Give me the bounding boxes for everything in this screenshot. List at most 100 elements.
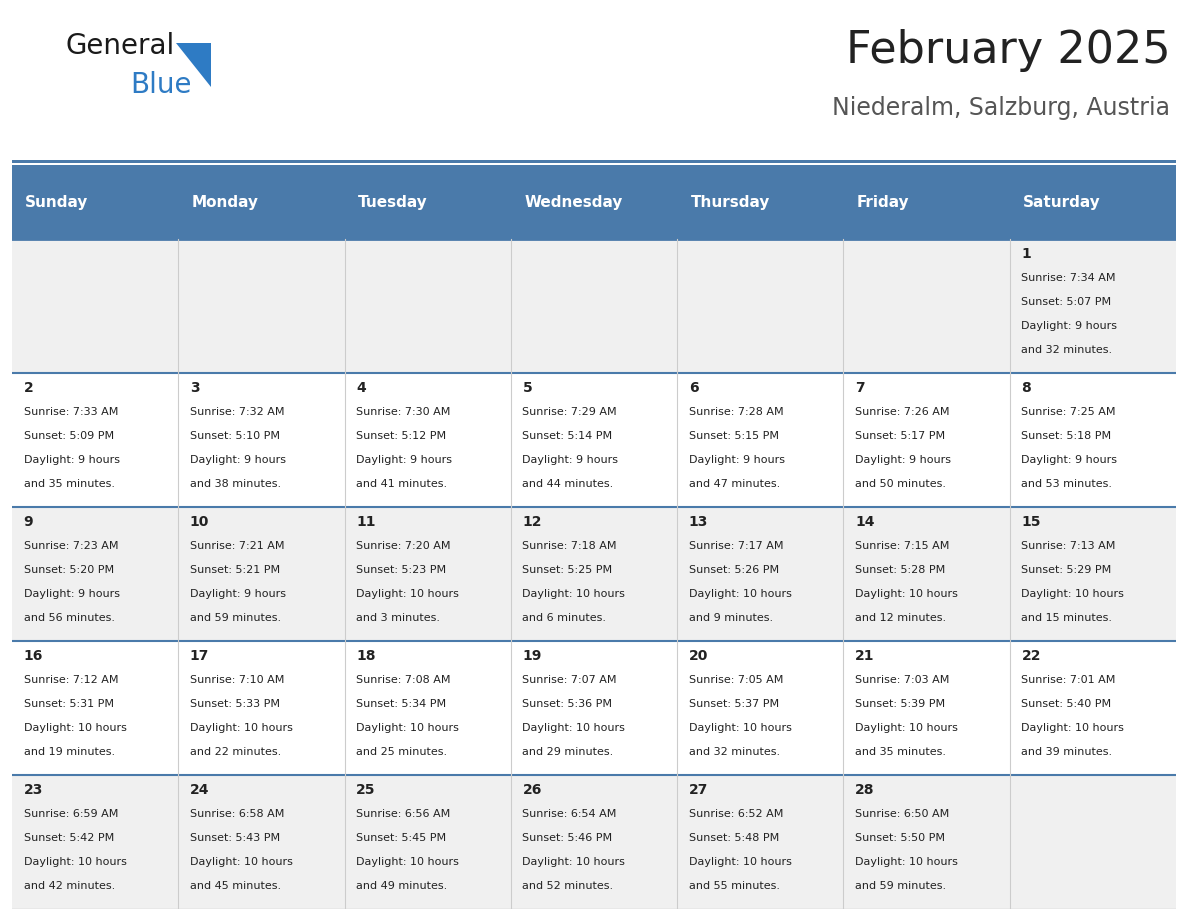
Bar (12, 165, 1176, 239)
Text: 14: 14 (855, 515, 874, 529)
Text: Sunset: 5:39 PM: Sunset: 5:39 PM (855, 700, 946, 709)
Text: and 35 minutes.: and 35 minutes. (855, 747, 946, 757)
Text: Sunset: 5:28 PM: Sunset: 5:28 PM (855, 565, 946, 576)
Text: Sunrise: 7:08 AM: Sunrise: 7:08 AM (356, 675, 450, 685)
Text: Wednesday: Wednesday (524, 195, 623, 209)
Text: Daylight: 10 hours: Daylight: 10 hours (523, 723, 625, 733)
Text: Sunset: 5:34 PM: Sunset: 5:34 PM (356, 700, 447, 709)
Text: 8: 8 (1022, 381, 1031, 395)
Bar (12, 507, 1176, 641)
Text: Daylight: 9 hours: Daylight: 9 hours (24, 455, 120, 465)
Text: Sunset: 5:26 PM: Sunset: 5:26 PM (689, 565, 779, 576)
Text: and 59 minutes.: and 59 minutes. (190, 613, 282, 623)
Text: Daylight: 10 hours: Daylight: 10 hours (190, 723, 292, 733)
Text: Daylight: 10 hours: Daylight: 10 hours (356, 589, 459, 599)
Text: Sunset: 5:17 PM: Sunset: 5:17 PM (855, 431, 946, 442)
Text: Sunset: 5:21 PM: Sunset: 5:21 PM (190, 565, 280, 576)
Text: 28: 28 (855, 783, 874, 797)
Text: 5: 5 (523, 381, 532, 395)
Text: Daylight: 10 hours: Daylight: 10 hours (523, 589, 625, 599)
Text: and 56 minutes.: and 56 minutes. (24, 613, 114, 623)
Text: Sunrise: 6:56 AM: Sunrise: 6:56 AM (356, 809, 450, 819)
Text: 26: 26 (523, 783, 542, 797)
Text: and 29 minutes.: and 29 minutes. (523, 747, 614, 757)
Text: Sunset: 5:46 PM: Sunset: 5:46 PM (523, 834, 613, 843)
Text: Daylight: 10 hours: Daylight: 10 hours (356, 857, 459, 868)
Text: Sunrise: 6:52 AM: Sunrise: 6:52 AM (689, 809, 783, 819)
Text: Daylight: 10 hours: Daylight: 10 hours (689, 857, 791, 868)
Text: Daylight: 10 hours: Daylight: 10 hours (689, 723, 791, 733)
Text: Sunset: 5:14 PM: Sunset: 5:14 PM (523, 431, 613, 442)
Text: Daylight: 9 hours: Daylight: 9 hours (24, 589, 120, 599)
Text: Tuesday: Tuesday (358, 195, 428, 209)
Text: Sunrise: 6:50 AM: Sunrise: 6:50 AM (855, 809, 949, 819)
Text: Sunset: 5:33 PM: Sunset: 5:33 PM (190, 700, 280, 709)
Text: Monday: Monday (191, 195, 259, 209)
Text: 3: 3 (190, 381, 200, 395)
Text: Sunset: 5:43 PM: Sunset: 5:43 PM (190, 834, 280, 843)
Text: and 49 minutes.: and 49 minutes. (356, 881, 448, 891)
Text: Sunrise: 7:26 AM: Sunrise: 7:26 AM (855, 407, 949, 417)
Text: Sunset: 5:25 PM: Sunset: 5:25 PM (523, 565, 613, 576)
Text: and 25 minutes.: and 25 minutes. (356, 747, 448, 757)
Text: Daylight: 9 hours: Daylight: 9 hours (523, 455, 619, 465)
Text: and 12 minutes.: and 12 minutes. (855, 613, 947, 623)
Text: and 35 minutes.: and 35 minutes. (24, 479, 114, 489)
Text: and 3 minutes.: and 3 minutes. (356, 613, 441, 623)
Text: Sunset: 5:15 PM: Sunset: 5:15 PM (689, 431, 779, 442)
Text: Sunrise: 7:17 AM: Sunrise: 7:17 AM (689, 541, 783, 551)
Text: Sunrise: 7:25 AM: Sunrise: 7:25 AM (1022, 407, 1116, 417)
Text: and 53 minutes.: and 53 minutes. (1022, 479, 1112, 489)
Text: and 32 minutes.: and 32 minutes. (689, 747, 781, 757)
Text: Daylight: 10 hours: Daylight: 10 hours (1022, 723, 1124, 733)
Text: 10: 10 (190, 515, 209, 529)
Text: 18: 18 (356, 649, 375, 663)
Text: 6: 6 (689, 381, 699, 395)
Text: 17: 17 (190, 649, 209, 663)
Text: Daylight: 9 hours: Daylight: 9 hours (855, 455, 952, 465)
Bar (12, 641, 1176, 775)
Text: Sunrise: 7:33 AM: Sunrise: 7:33 AM (24, 407, 118, 417)
Text: Sunset: 5:12 PM: Sunset: 5:12 PM (356, 431, 447, 442)
Text: and 9 minutes.: and 9 minutes. (689, 613, 773, 623)
Text: Sunrise: 7:32 AM: Sunrise: 7:32 AM (190, 407, 284, 417)
Text: and 44 minutes.: and 44 minutes. (523, 479, 614, 489)
Text: General: General (65, 32, 175, 61)
Text: Sunrise: 7:12 AM: Sunrise: 7:12 AM (24, 675, 118, 685)
Text: and 55 minutes.: and 55 minutes. (689, 881, 779, 891)
Text: 16: 16 (24, 649, 43, 663)
Text: Sunrise: 7:21 AM: Sunrise: 7:21 AM (190, 541, 284, 551)
Text: Daylight: 10 hours: Daylight: 10 hours (190, 857, 292, 868)
Text: Daylight: 9 hours: Daylight: 9 hours (356, 455, 453, 465)
Text: Sunrise: 6:58 AM: Sunrise: 6:58 AM (190, 809, 284, 819)
Text: 9: 9 (24, 515, 33, 529)
Bar (12, 239, 1176, 373)
Text: 27: 27 (689, 783, 708, 797)
Text: 7: 7 (855, 381, 865, 395)
Text: February 2025: February 2025 (846, 29, 1170, 73)
Text: 15: 15 (1022, 515, 1041, 529)
Text: Daylight: 10 hours: Daylight: 10 hours (689, 589, 791, 599)
Text: and 50 minutes.: and 50 minutes. (855, 479, 946, 489)
Text: and 47 minutes.: and 47 minutes. (689, 479, 781, 489)
Text: Sunset: 5:09 PM: Sunset: 5:09 PM (24, 431, 114, 442)
Text: 20: 20 (689, 649, 708, 663)
Text: Sunrise: 6:54 AM: Sunrise: 6:54 AM (523, 809, 617, 819)
Text: Sunrise: 7:07 AM: Sunrise: 7:07 AM (523, 675, 617, 685)
Text: Blue: Blue (131, 71, 192, 99)
Text: and 41 minutes.: and 41 minutes. (356, 479, 448, 489)
Text: Sunset: 5:20 PM: Sunset: 5:20 PM (24, 565, 114, 576)
Text: Sunset: 5:07 PM: Sunset: 5:07 PM (1022, 297, 1112, 308)
Text: and 32 minutes.: and 32 minutes. (1022, 345, 1113, 355)
Text: 11: 11 (356, 515, 375, 529)
Text: Sunrise: 7:10 AM: Sunrise: 7:10 AM (190, 675, 284, 685)
Text: and 6 minutes.: and 6 minutes. (523, 613, 607, 623)
Text: Sunset: 5:40 PM: Sunset: 5:40 PM (1022, 700, 1112, 709)
Text: Sunday: Sunday (25, 195, 89, 209)
Text: and 19 minutes.: and 19 minutes. (24, 747, 115, 757)
Text: Sunset: 5:18 PM: Sunset: 5:18 PM (1022, 431, 1112, 442)
Text: Daylight: 10 hours: Daylight: 10 hours (523, 857, 625, 868)
Text: 22: 22 (1022, 649, 1041, 663)
Text: Sunrise: 7:15 AM: Sunrise: 7:15 AM (855, 541, 949, 551)
Text: Thursday: Thursday (690, 195, 770, 209)
